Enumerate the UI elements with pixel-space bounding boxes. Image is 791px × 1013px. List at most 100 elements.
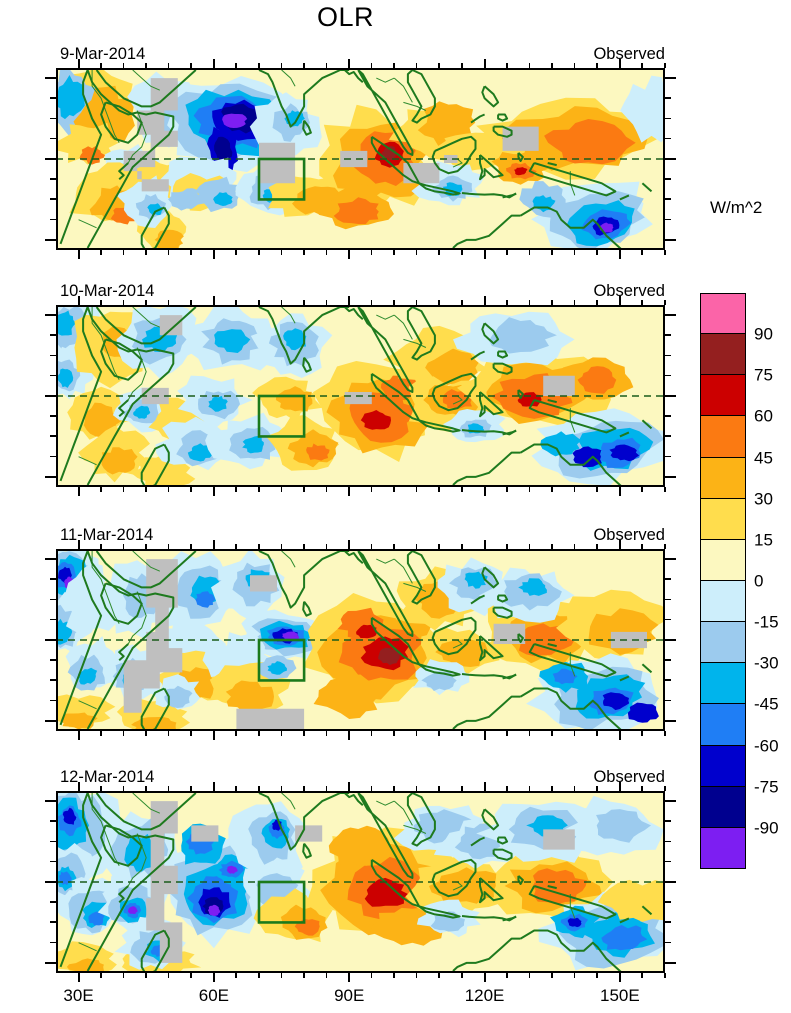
x-tick-mark (212, 296, 215, 305)
x-tick-mark (506, 731, 508, 736)
colorbar-band-7 (700, 580, 746, 623)
x-tick-mark (212, 250, 215, 259)
x-tick-mark (145, 250, 147, 255)
x-tick-mark (664, 973, 666, 978)
x-tick-mark (325, 63, 328, 68)
x-tick-mark (190, 973, 192, 978)
x-tick-mark (77, 296, 80, 305)
x-tick-label-150E: 150E (600, 986, 640, 1005)
x-tick-mark (506, 63, 508, 68)
x-tick-mark (167, 250, 170, 255)
y-tick-mark (50, 921, 56, 923)
x-tick-mark (596, 250, 598, 255)
y-tick-mark (45, 558, 56, 561)
x-tick-mark (596, 63, 598, 68)
x-tick-label-30E: 30E (63, 986, 94, 1005)
x-tick-mark (461, 786, 463, 791)
x-tick-mark (77, 487, 80, 496)
y-tick-mark (665, 198, 671, 200)
y-tick-mark (665, 840, 671, 843)
y-tick-mark (45, 719, 56, 722)
y-tick-mark (45, 800, 56, 803)
y-tick-mark (50, 679, 56, 681)
x-tick-mark (641, 544, 643, 549)
x-tick-mark (596, 487, 598, 492)
colorbar-label-neg60: -60 (754, 736, 779, 756)
y-tick-mark (665, 314, 676, 317)
x-tick-mark (461, 63, 463, 68)
x-tick-mark (258, 300, 260, 305)
x-tick-mark (393, 250, 395, 255)
x-tick-mark (212, 59, 215, 68)
x-tick-mark (100, 300, 102, 305)
x-tick-mark (438, 973, 440, 978)
x-tick-mark (393, 544, 395, 549)
x-tick-mark (122, 786, 125, 791)
map-panel-4[interactable] (56, 791, 665, 973)
map-panel-2[interactable] (56, 305, 665, 487)
x-tick-mark (596, 973, 598, 978)
x-tick-mark (483, 782, 486, 791)
x-tick-mark (573, 786, 576, 791)
x-tick-mark (415, 487, 418, 492)
x-tick-mark (573, 973, 576, 978)
y-tick-mark (665, 618, 671, 621)
x-tick-mark (664, 300, 666, 305)
panel-frame-1 (56, 68, 665, 250)
x-tick-mark (100, 544, 102, 549)
x-tick-mark (528, 973, 531, 978)
x-tick-mark (370, 544, 373, 549)
x-tick-mark (664, 63, 666, 68)
x-tick-mark (573, 300, 576, 305)
y-tick-mark (665, 578, 671, 580)
map-panel-1[interactable] (56, 68, 665, 250)
x-tick-mark (303, 786, 305, 791)
x-tick-mark (258, 973, 260, 978)
colorbar-label-neg15: -15 (754, 612, 779, 632)
x-tick-mark (145, 487, 147, 492)
x-tick-mark (551, 250, 553, 255)
x-tick-mark (551, 63, 553, 68)
x-tick-mark (122, 731, 125, 736)
x-tick-mark (641, 487, 643, 492)
colorbar[interactable] (700, 293, 746, 869)
x-tick-mark (77, 782, 80, 791)
x-tick-mark (77, 731, 80, 740)
x-tick-mark (145, 63, 147, 68)
x-tick-mark (190, 250, 192, 255)
x-tick-mark (190, 487, 192, 492)
colorbar-label-30: 30 (754, 489, 773, 509)
x-tick-mark (506, 786, 508, 791)
x-tick-mark (77, 59, 80, 68)
x-tick-label-90E: 90E (334, 986, 365, 1005)
x-tick-mark (258, 487, 260, 492)
colorbar-label-45: 45 (754, 448, 773, 468)
x-tick-mark (483, 59, 486, 68)
x-tick-mark (528, 786, 531, 791)
x-tick-mark (370, 487, 373, 492)
x-tick-mark (167, 973, 170, 978)
y-tick-mark (665, 77, 676, 80)
x-tick-mark (190, 300, 192, 305)
x-tick-mark (438, 63, 440, 68)
x-tick-mark (415, 973, 418, 978)
x-tick-mark (528, 250, 531, 255)
x-tick-mark (280, 63, 283, 68)
x-tick-mark (461, 250, 463, 255)
y-tick-mark (45, 395, 56, 397)
x-tick-mark (438, 544, 440, 549)
y-tick-mark (50, 178, 56, 180)
x-tick-mark (618, 59, 621, 68)
x-tick-mark (122, 544, 125, 549)
x-tick-mark (303, 973, 305, 978)
map-panel-3[interactable] (56, 549, 665, 731)
map-plot-area-4 (56, 791, 665, 973)
x-tick-mark (618, 487, 621, 496)
y-tick-mark (50, 659, 56, 661)
x-tick-mark (190, 63, 192, 68)
x-tick-mark (280, 544, 283, 549)
y-tick-mark (665, 820, 671, 822)
x-tick-mark (664, 731, 666, 736)
x-tick-mark (167, 544, 170, 549)
x-tick-mark (664, 544, 666, 549)
